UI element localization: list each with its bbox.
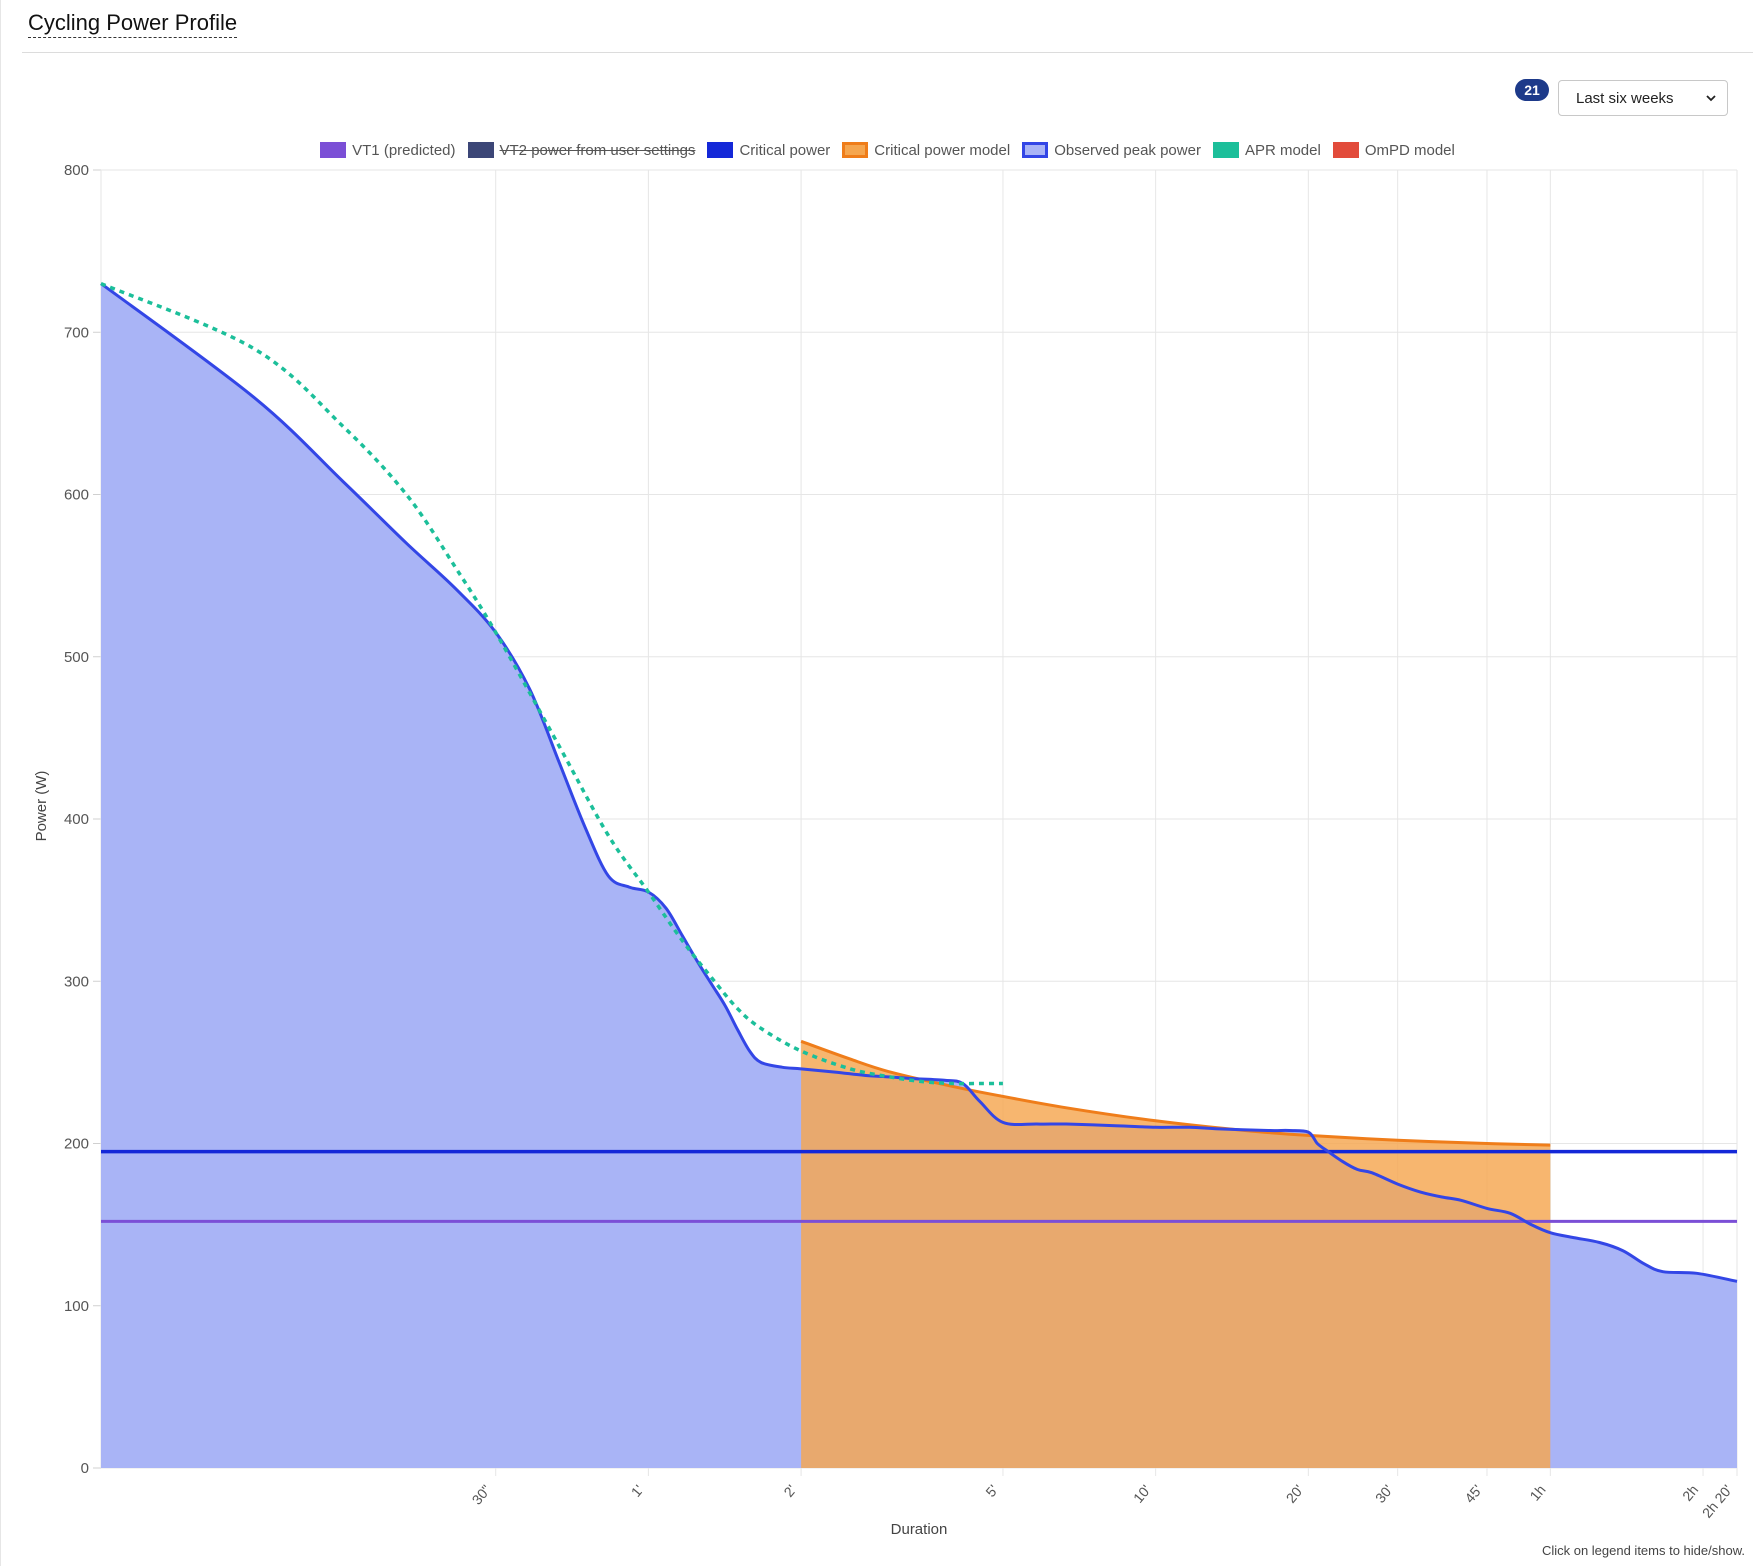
activity-count-badge: 21 [1515,79,1549,101]
y-tick-label: 0 [81,1460,89,1477]
y-tick-label: 100 [64,1298,89,1315]
legend-label: VT1 (predicted) [352,141,456,159]
x-tick-label: 2h 20' [1699,1482,1736,1521]
legend-label: Observed peak power [1054,141,1201,159]
legend-item[interactable]: VT2 power from user settings [467,139,696,161]
x-tick-label: 2' [780,1482,799,1500]
page-title: Cycling Power Profile [28,10,238,38]
y-tick-label: 400 [64,811,89,828]
x-tick-label: 45' [1461,1482,1485,1506]
y-axis-label: Power (W) [33,771,50,842]
x-tick-label: 5' [982,1482,1001,1500]
y-tick-label: 500 [64,649,89,666]
legend-item[interactable]: Critical power [707,139,830,161]
legend-swatch [1212,142,1239,158]
y-tick-label: 800 [64,162,89,179]
legend-label: VT2 power from user settings [499,141,696,159]
apr-model-line [100,281,1003,1086]
legend-swatch [320,142,347,158]
legend-swatch [842,142,869,158]
legend-swatch [1022,142,1049,158]
legend-swatch [707,142,734,158]
legend-item[interactable]: VT1 (predicted) [320,139,456,161]
x-tick-label: 20' [1283,1482,1307,1506]
legend-label: APR model [1244,141,1321,159]
critical-power-model-line [800,1039,1551,1147]
chevron-down-icon [1706,95,1716,102]
legend-label: Critical power model [874,141,1011,159]
x-tick-label: 2h [1679,1482,1701,1504]
y-tick-label: 600 [64,487,89,504]
x-axis-label: Duration [891,1521,948,1538]
chart-legend: VT1 (predicted) VT2 power from user setti… [0,139,1753,161]
legend-swatch [467,142,494,158]
critical-power-model-area [801,1041,1551,1468]
legend-item[interactable]: APR model [1212,139,1321,161]
period-select[interactable]: Last six weeks [1558,80,1728,116]
legend-item[interactable]: OmPD model [1332,139,1455,161]
y-tick-label: 300 [64,973,89,990]
legend-item[interactable]: Critical power model [842,139,1010,161]
x-tick-label: 30" [469,1482,494,1508]
legend-item[interactable]: Observed peak power [1022,139,1201,161]
observed-peak-power-area [101,283,1737,1469]
observed-peak-power-line [100,282,1738,1283]
legend-label: OmPD model [1364,141,1455,159]
y-tick-label: 700 [64,324,89,341]
x-tick-label: 1' [628,1482,647,1500]
x-tick-label: 30' [1372,1482,1396,1506]
period-select-value: Last six weeks [1576,89,1674,107]
page-left-border [0,0,1,1566]
x-tick-label: 10' [1130,1482,1154,1506]
x-tick-label: 1h [1526,1482,1548,1504]
legend-swatch [1332,142,1359,158]
legend-label: Critical power [739,141,831,159]
legend-hint: Click on legend items to hide/show. [1541,1543,1745,1558]
y-tick-label: 200 [64,1136,89,1153]
header-divider [22,52,1753,53]
